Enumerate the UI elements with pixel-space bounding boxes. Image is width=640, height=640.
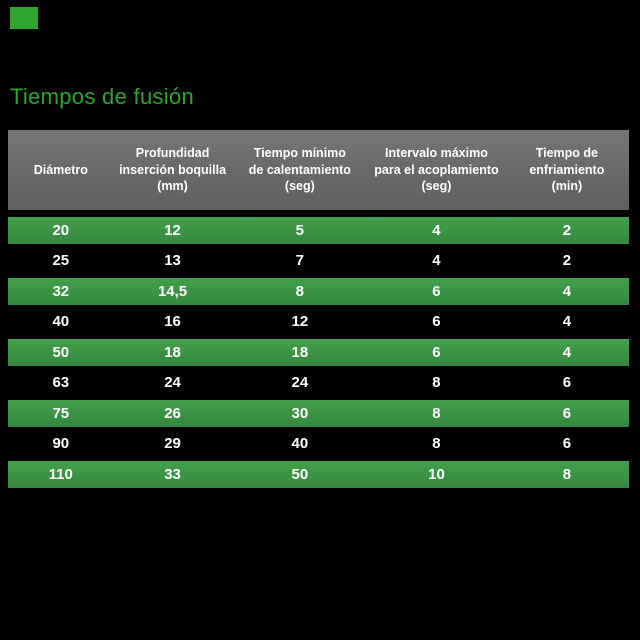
table-cell: 24 [164, 374, 181, 392]
table-cell: 4 [562, 313, 572, 331]
table-cell: 6 [432, 343, 441, 361]
table-row: 110 33 50 10 8 [8, 459, 629, 490]
column-header-diametro: Diámetro [33, 162, 88, 177]
column-header-intervalo-maximo: Intervalo máximo para el acoplamiento (s… [374, 145, 499, 194]
table-body: 20 12 5 4 2 25 13 7 4 2 32 14,5 8 6 4 40 16 12 6 4 50 18 18 6 4 6… [8, 215, 629, 490]
table-cell: 4 [562, 343, 572, 361]
table-row: 90 29 40 8 6 [8, 429, 629, 460]
column-header-profundidad-insercion: Profundidad inserción boquilla (mm) [119, 145, 227, 194]
table-cell: 8 [432, 374, 441, 392]
table-cell: 18 [164, 343, 181, 361]
table-cell: 2 [562, 221, 572, 239]
table-row: 50 18 18 6 4 [8, 337, 629, 368]
table-cell: 7 [295, 252, 305, 270]
table-header-row: Diámetro Profundidad inserción boquilla … [8, 130, 629, 210]
table-row: 40 16 12 6 4 [8, 307, 629, 338]
table-cell: 90 [52, 435, 70, 453]
table-cell: 12 [291, 313, 309, 331]
table-cell: 6 [562, 435, 572, 453]
table-row: 63 24 24 8 6 [8, 368, 629, 399]
table-cell: 4 [432, 221, 441, 239]
table-cell: 50 [291, 465, 309, 483]
table-cell: 32 [52, 282, 70, 300]
table-cell: 8 [562, 465, 572, 483]
fusion-times-table: Diámetro Profundidad inserción boquilla … [8, 130, 629, 490]
table-cell: 75 [52, 404, 70, 422]
table-cell: 5 [295, 221, 305, 239]
table-cell: 25 [52, 252, 70, 270]
table-cell: 33 [164, 465, 181, 483]
table-cell: 40 [291, 435, 309, 453]
column-header-tiempo-minimo: Tiempo mínimo de calentamiento (seg) [248, 145, 351, 194]
table-cell: 6 [562, 374, 572, 392]
table-row: 32 14,5 8 6 4 [8, 276, 629, 307]
table-cell: 6 [432, 282, 441, 300]
table-cell: 40 [52, 313, 70, 331]
table-cell: 14,5 [157, 282, 188, 300]
table-row: 25 13 7 4 2 [8, 246, 629, 277]
table-cell: 8 [295, 282, 305, 300]
table-cell: 29 [164, 435, 181, 453]
table-cell: 26 [164, 404, 181, 422]
table-cell: 110 [48, 465, 73, 483]
table-cell: 24 [291, 374, 309, 392]
table-cell: 50 [52, 343, 70, 361]
table-cell: 2 [562, 252, 572, 270]
table-cell: 63 [52, 374, 70, 392]
table-cell: 10 [428, 465, 445, 483]
page-title: Tiempos de fusión [10, 84, 195, 109]
corner-accent-square [10, 7, 38, 29]
table-cell: 16 [164, 313, 181, 331]
table-cell: 13 [164, 252, 181, 270]
table-row: 75 26 30 8 6 [8, 398, 629, 429]
table-cell: 12 [164, 221, 181, 239]
table-cell: 30 [291, 404, 309, 422]
table-cell: 8 [432, 435, 441, 453]
table-cell: 8 [432, 404, 441, 422]
table-cell: 20 [52, 221, 70, 239]
table-cell: 4 [562, 282, 572, 300]
table-cell: 4 [432, 252, 441, 270]
column-header-tiempo-enfriamiento: Tiempo de enfriamiento (min) [529, 145, 605, 194]
table-row: 20 12 5 4 2 [8, 215, 629, 246]
table-cell: 18 [291, 343, 309, 361]
table-cell: 6 [562, 404, 572, 422]
table-cell: 6 [432, 313, 441, 331]
